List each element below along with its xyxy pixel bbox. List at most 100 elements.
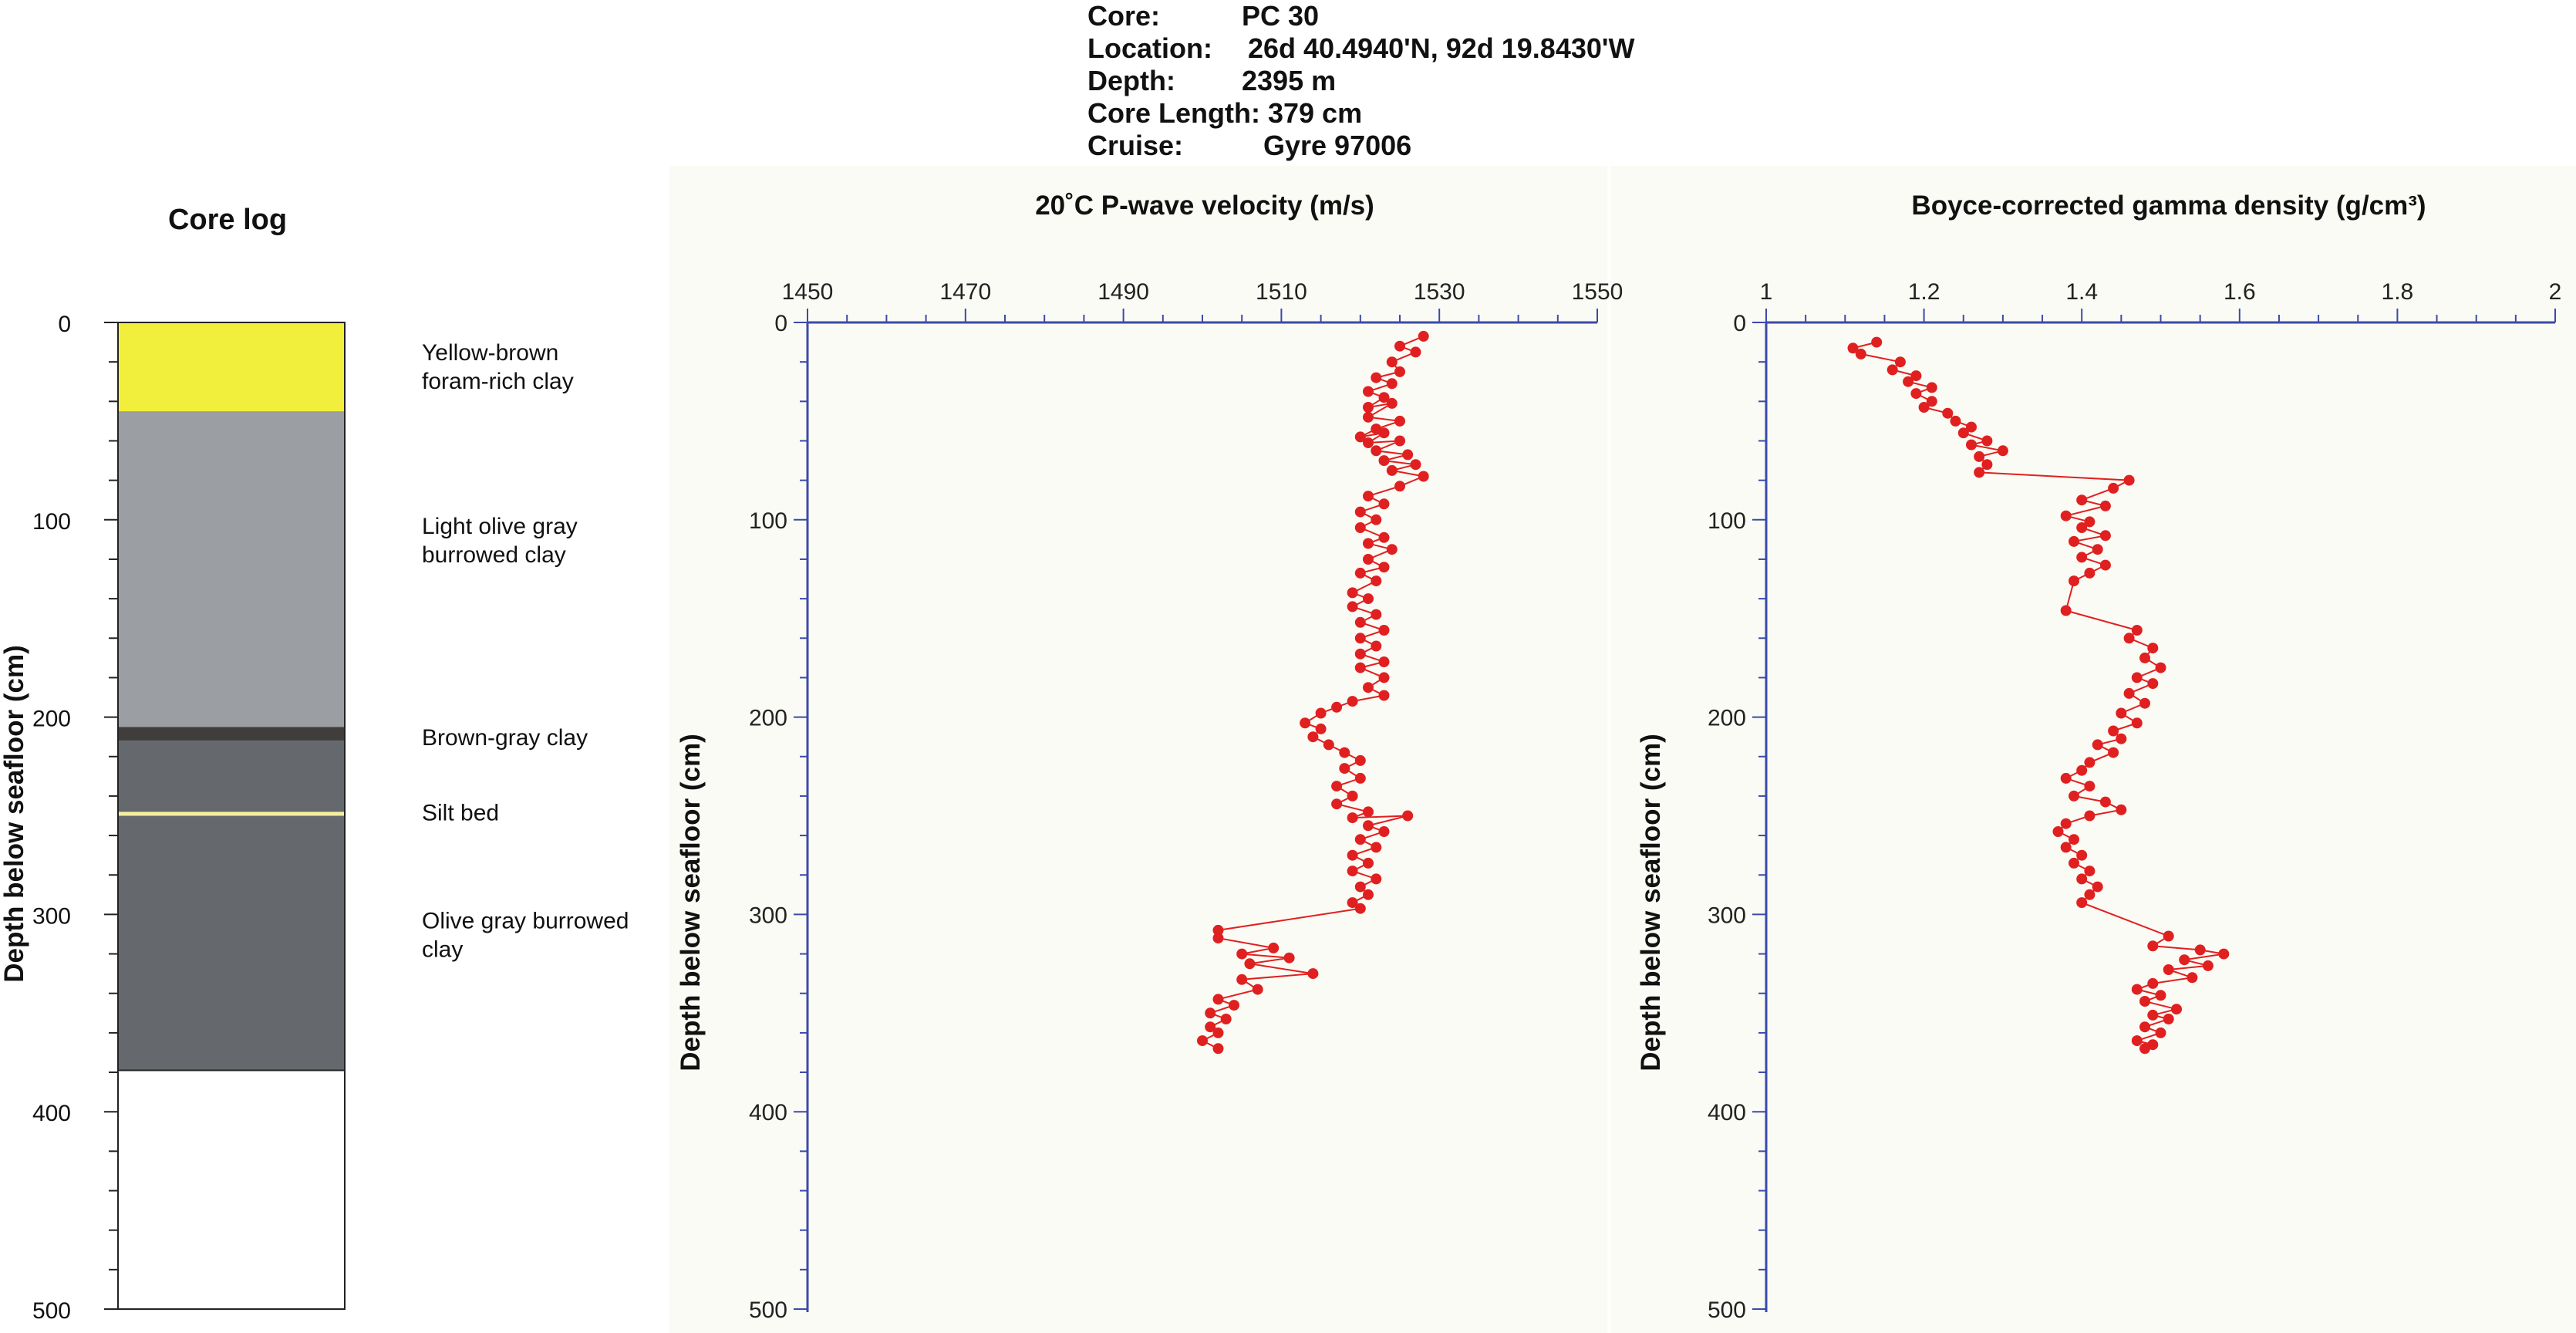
dens-data-point: [1997, 445, 2008, 457]
vel-data-point: [1363, 386, 1374, 397]
dens-data-point: [2147, 977, 2159, 989]
dens-data-point: [2131, 672, 2143, 683]
dens-data-point: [2076, 552, 2088, 563]
vel-y-axis-label: Depth below seafloor (cm): [676, 734, 706, 1071]
vel-data-point: [1363, 402, 1374, 413]
core-log-unit-label: Olive gray burrowed: [422, 908, 629, 933]
dens-data-point: [1926, 396, 1937, 407]
dens-data-point: [2139, 1021, 2150, 1033]
vel-data-point: [1378, 498, 1390, 510]
core-log-tick-label: 500: [32, 1298, 71, 1324]
dens-data-point: [2163, 930, 2174, 942]
dens-data-point: [2131, 1035, 2143, 1047]
core-length-info-label: Core Length: 379 cm: [1087, 97, 1363, 129]
dens-data-point: [1942, 407, 1954, 419]
vel-x-tick-label: 1470: [939, 279, 991, 305]
vel-data-point: [1371, 609, 1382, 620]
core-info-block: Core: PC 30 Location: 26d 40.4940'N, 92d 1…: [1087, 0, 2090, 162]
dens-data-point: [2092, 739, 2103, 751]
depth-info-value: 2395 m: [1242, 65, 1337, 96]
vel-data-point: [1205, 1007, 1216, 1019]
core-log-panel: Core log Depth below seafloor (cm) 0 100 2…: [0, 204, 629, 1324]
dens-data-point: [2069, 834, 2079, 845]
dens-x-tick-label: 1.4: [2065, 279, 2098, 305]
dens-data-point: [2171, 1004, 2182, 1015]
vel-y-tick-label: 500: [749, 1298, 787, 1323]
vel-data-point: [1354, 616, 1366, 628]
vel-data-point: [1354, 754, 1366, 766]
vel-data-point: [1378, 625, 1390, 636]
vel-data-point: [1378, 690, 1390, 701]
dens-data-point: [2179, 954, 2190, 966]
dens-data-point: [1871, 336, 1883, 348]
dens-data-point: [2084, 757, 2096, 768]
vel-axes: 1450 1470 1490 1510 1530 1550 0 100 200 300 400 500: [749, 279, 1623, 1323]
vel-data-point: [1212, 994, 1224, 1005]
dens-data-point: [2069, 790, 2079, 801]
vel-data-point: [1300, 717, 1311, 729]
dens-data-point: [2069, 575, 2079, 587]
dens-data-point: [1886, 364, 1898, 376]
dens-data-point: [2116, 733, 2127, 744]
vel-data-point: [1354, 567, 1366, 579]
dens-data-point: [2147, 643, 2159, 654]
dens-data-point: [2139, 697, 2150, 709]
dens-data: [1847, 336, 2230, 1055]
core-length-info-row: Core Length: 379 cm: [1087, 97, 2090, 130]
core-log-unit-label: Brown-gray clay: [422, 725, 588, 751]
core-log-unit-label: foram-rich clay: [422, 369, 574, 394]
dens-data-point: [2147, 940, 2159, 952]
vel-data-point: [1394, 340, 1405, 352]
vel-data-point: [1378, 427, 1390, 439]
vel-data-point: [1323, 739, 1334, 751]
dens-data-point: [2123, 633, 2135, 644]
dens-data-point: [1910, 388, 1922, 400]
vel-x-tick-label: 1510: [1256, 279, 1307, 305]
dens-data-point: [2116, 707, 2127, 719]
core-log-unit-label: Light olive gray: [422, 514, 578, 539]
dens-y-tick-label: 0: [1733, 311, 1746, 336]
vel-data-point: [1363, 857, 1374, 869]
dens-data-point: [2076, 764, 2088, 776]
core-log-tick-label: 300: [32, 903, 71, 929]
vel-data-point: [1394, 366, 1405, 377]
vel-data-point: [1205, 1021, 1216, 1033]
cruise-info-row: Cruise: Gyre 97006: [1087, 130, 2090, 162]
dens-data-point: [2069, 535, 2079, 547]
dens-chart-title: Boyce-corrected gamma density (g/cm³): [1911, 191, 2426, 221]
dens-data-point: [1918, 402, 1930, 413]
core-info-row: Core: PC 30: [1087, 0, 2090, 32]
vel-data-point: [1378, 532, 1390, 543]
core-log-ticks: 0 100 200 300 400 500: [32, 312, 119, 1324]
core-log-unit: [118, 741, 345, 1071]
vel-x-tick-label: 1450: [782, 279, 834, 305]
dens-data-point: [2052, 826, 2064, 837]
core-log-tick-label: 100: [32, 509, 71, 535]
dens-data-point: [2163, 1014, 2174, 1024]
dens-data-point: [2076, 849, 2088, 861]
dens-data-point: [2131, 717, 2143, 729]
vel-data-point: [1331, 781, 1343, 792]
vel-data-point: [1386, 356, 1398, 368]
dens-data-point: [2069, 857, 2079, 869]
core-log-unit: [118, 322, 345, 412]
core-info-value: PC 30: [1242, 0, 1320, 32]
dens-data-point: [2139, 996, 2150, 1007]
dens-data-point: [2218, 948, 2230, 960]
vel-data-point: [1386, 378, 1398, 390]
core-log-unit: [118, 727, 345, 741]
vel-x-tick-label: 1530: [1414, 279, 1465, 305]
vel-data-point: [1212, 933, 1224, 944]
vel-data-point: [1402, 810, 1414, 822]
vel-data-point: [1363, 889, 1374, 900]
dens-data-point: [2076, 522, 2088, 533]
vel-plot-background: [669, 166, 1607, 1333]
vel-data-point: [1339, 747, 1350, 758]
core-log-tick-label: 400: [32, 1101, 71, 1126]
vel-data-point: [1363, 538, 1374, 549]
vel-x-tick-label: 1550: [1572, 279, 1623, 305]
vel-y-tick-label: 100: [749, 508, 787, 534]
vel-data-point: [1220, 1014, 1232, 1024]
vel-data-point: [1386, 544, 1398, 555]
vel-data-point: [1347, 897, 1358, 909]
